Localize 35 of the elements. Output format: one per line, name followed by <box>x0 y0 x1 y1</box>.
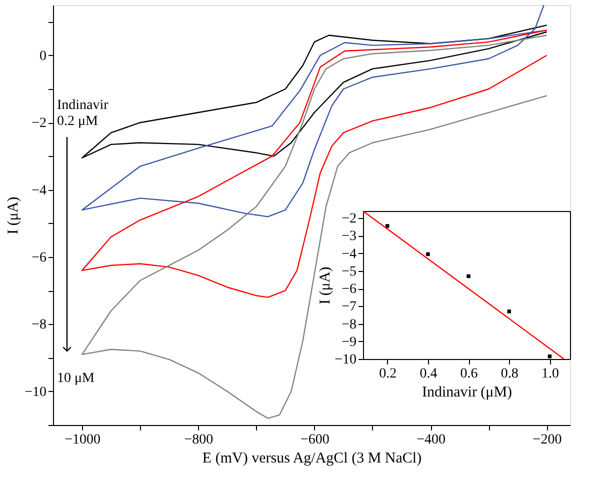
y-tick-label: −4 <box>342 246 356 262</box>
annotation: Indinavir 0.2 μM <box>57 98 109 129</box>
x-tick-label: −600 <box>300 432 330 448</box>
point <box>466 274 470 278</box>
point <box>426 252 430 256</box>
y-tick-label: −4 <box>32 183 46 198</box>
y-tick-label: −7 <box>342 300 356 315</box>
x-tick-label: 0.4 <box>420 366 438 382</box>
y-tick-label: −2 <box>32 116 46 132</box>
x-tick-label: 0.6 <box>460 366 478 382</box>
y-tick-label: 0 <box>40 48 46 64</box>
x-tick-label: −1000 <box>64 432 100 448</box>
y-tick-label: −10 <box>334 352 356 368</box>
y-axis-title: I (μA) <box>6 196 22 234</box>
point <box>385 224 390 228</box>
point <box>507 310 511 314</box>
y-axis-title: I (μA) <box>318 266 334 304</box>
y-tick-label: −10 <box>24 384 46 400</box>
x-tick-label: −400 <box>416 432 446 448</box>
x-axis-title: E (mV) versus Ag/AgCl (3 M NaCl) <box>202 450 422 466</box>
x-axis-title: Indinavir (μM) <box>422 384 512 400</box>
y-tick-label: −8 <box>342 317 356 332</box>
y-tick-label: −8 <box>32 318 46 333</box>
y-tick-label: −2 <box>342 212 356 227</box>
y-tick-label: −9 <box>342 334 356 350</box>
x-tick-label: −200 <box>532 432 562 448</box>
y-tick-label: −6 <box>32 250 46 266</box>
x-tick-label: 0.2 <box>379 366 397 382</box>
y-tick-label: −6 <box>342 282 356 298</box>
y-tick-label: −5 <box>342 264 356 280</box>
x-tick-label: −800 <box>184 432 214 448</box>
annotation: 10 μM <box>57 371 96 386</box>
x-tick-label: 1.0 <box>541 366 559 382</box>
x-tick-label: 0.8 <box>500 366 518 382</box>
y-tick-label: −3 <box>342 229 356 244</box>
